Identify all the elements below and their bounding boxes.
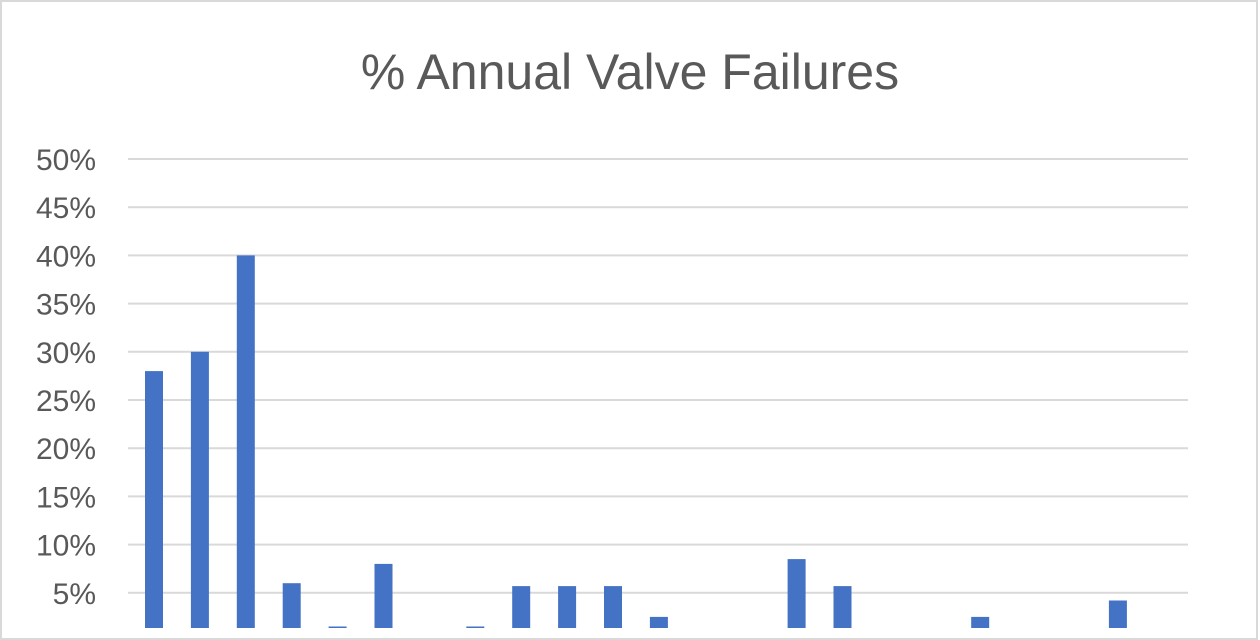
bar xyxy=(466,626,485,628)
y-tick-label: 25% xyxy=(36,385,96,418)
y-tick-label: 30% xyxy=(36,337,96,370)
bar xyxy=(282,583,301,628)
y-tick-label: 35% xyxy=(36,289,96,322)
bar xyxy=(1108,600,1127,628)
bar xyxy=(328,626,347,628)
bar xyxy=(558,586,577,628)
y-tick-label: 15% xyxy=(36,481,96,514)
y-tick-label: 45% xyxy=(36,192,96,225)
bar xyxy=(971,616,990,628)
bar xyxy=(833,586,852,628)
bar xyxy=(512,586,531,628)
bar xyxy=(190,351,209,628)
y-tick-label: 40% xyxy=(36,240,96,273)
y-tick-label: 10% xyxy=(36,530,96,563)
bar xyxy=(374,563,393,628)
y-tick-label: 5% xyxy=(53,578,96,611)
y-tick-label: 0% xyxy=(53,626,96,628)
y-tick-label: 50% xyxy=(36,144,96,177)
bar xyxy=(787,559,806,628)
bar xyxy=(145,371,163,628)
y-tick-label: 20% xyxy=(36,433,96,466)
bar xyxy=(236,255,255,628)
chart-title: % Annual Valve Failures xyxy=(360,44,900,100)
bar xyxy=(604,586,622,628)
bar xyxy=(649,616,668,628)
